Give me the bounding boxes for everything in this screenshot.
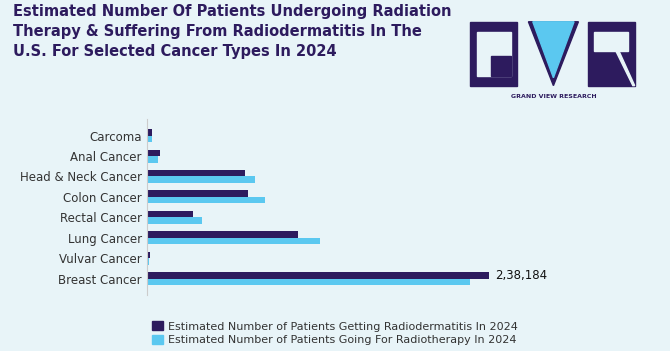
Bar (147, 156, 158, 163)
FancyBboxPatch shape (588, 22, 634, 86)
Bar (147, 211, 194, 217)
FancyBboxPatch shape (470, 22, 517, 86)
Polygon shape (616, 51, 634, 86)
Bar (147, 190, 248, 197)
Bar (147, 238, 320, 244)
Bar (147, 258, 149, 265)
FancyBboxPatch shape (594, 32, 628, 51)
Bar (147, 197, 265, 204)
Text: Estimated Number Of Patients Undergoing Radiation
Therapy & Suffering From Radio: Estimated Number Of Patients Undergoing … (13, 4, 452, 59)
Bar (147, 177, 255, 183)
Bar (147, 170, 245, 177)
Polygon shape (533, 22, 574, 78)
Bar (147, 136, 151, 142)
Bar (147, 129, 153, 136)
Bar (147, 217, 202, 224)
Bar (147, 272, 489, 278)
FancyBboxPatch shape (476, 32, 511, 76)
Polygon shape (529, 22, 578, 86)
Bar (147, 231, 298, 238)
Text: GRAND VIEW RESEARCH: GRAND VIEW RESEARCH (511, 93, 596, 99)
Bar (147, 278, 470, 285)
Legend: Estimated Number of Patients Getting Radiodermatitis In 2024, Estimated Number o: Estimated Number of Patients Getting Rad… (151, 321, 519, 345)
FancyBboxPatch shape (491, 56, 511, 76)
Text: 2,38,184: 2,38,184 (495, 269, 547, 282)
Bar (147, 252, 149, 258)
Bar (147, 150, 159, 156)
